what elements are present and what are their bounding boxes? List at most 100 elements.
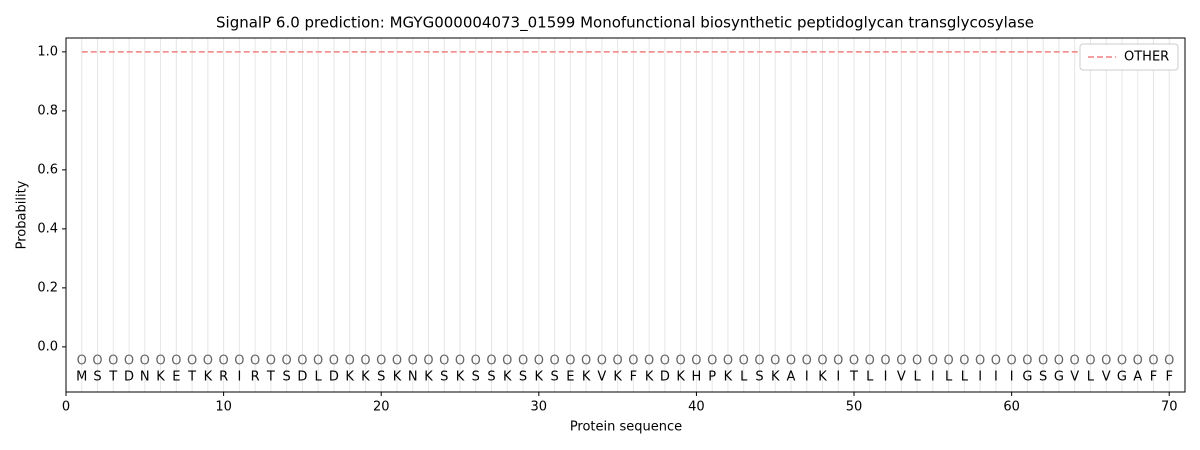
predicted-label: O — [880, 353, 890, 368]
predicted-label: O — [297, 353, 307, 368]
predicted-label: O — [1101, 353, 1111, 368]
residue: L — [866, 369, 874, 384]
y-tick-label: 0.4 — [37, 221, 58, 236]
residue: K — [361, 369, 370, 384]
residue: E — [566, 369, 574, 384]
y-tick-label: 0.8 — [37, 103, 58, 118]
residue: K — [613, 369, 622, 384]
residue: D — [329, 369, 339, 384]
residue: L — [740, 369, 748, 384]
predicted-label: O — [203, 353, 213, 368]
predicted-label: O — [1070, 353, 1080, 368]
residue: S — [487, 369, 495, 384]
predicted-label: O — [707, 353, 717, 368]
residue: P — [708, 369, 716, 384]
predicted-label: O — [928, 353, 938, 368]
predicted-label: O — [896, 353, 906, 368]
residue: K — [582, 369, 591, 384]
predicted-label: O — [691, 353, 701, 368]
predicted-label: O — [140, 353, 150, 368]
predicted-label: O — [108, 353, 118, 368]
residue: I — [884, 369, 888, 384]
residue: K — [724, 369, 733, 384]
predicted-label: O — [408, 353, 418, 368]
x-tick-label: 70 — [1161, 400, 1178, 415]
predicted-label: O — [786, 353, 796, 368]
residue: S — [93, 369, 101, 384]
x-tick-label: 50 — [846, 400, 863, 415]
predicted-label: O — [155, 353, 165, 368]
residue: D — [297, 369, 307, 384]
predicted-label: O — [565, 353, 575, 368]
residue: T — [266, 369, 275, 384]
predicted-label: O — [439, 353, 449, 368]
predicted-label: O — [518, 353, 528, 368]
residue: K — [204, 369, 213, 384]
y-tick-label: 0.2 — [37, 280, 58, 295]
residue: V — [597, 369, 606, 384]
residue: N — [140, 369, 150, 384]
predicted-label: O — [376, 353, 386, 368]
residue: G — [1054, 369, 1064, 384]
predicted-label: O — [959, 353, 969, 368]
predicted-label: O — [975, 353, 985, 368]
predicted-label: O — [392, 353, 402, 368]
legend-box — [1079, 43, 1179, 71]
predicted-label: O — [802, 353, 812, 368]
predicted-label: O — [833, 353, 843, 368]
predicted-label: O — [345, 353, 355, 368]
x-tick-label: 20 — [373, 400, 390, 415]
residue: K — [818, 369, 827, 384]
predicted-label: O — [1038, 353, 1048, 368]
residue: M — [76, 369, 87, 384]
residue: K — [345, 369, 354, 384]
residue: L — [913, 369, 921, 384]
y-tick-label: 0.6 — [37, 162, 58, 177]
residue: F — [1150, 369, 1157, 384]
predicted-label: O — [1133, 353, 1143, 368]
residue: T — [108, 369, 117, 384]
predicted-label: O — [943, 353, 953, 368]
predicted-label: O — [991, 353, 1001, 368]
residue: K — [156, 369, 165, 384]
residue: I — [805, 369, 809, 384]
predicted-label: O — [486, 353, 496, 368]
residue: L — [945, 369, 953, 384]
residue: K — [424, 369, 433, 384]
predicted-label: O — [266, 353, 276, 368]
residue: V — [1102, 369, 1111, 384]
predicted-label: O — [1007, 353, 1017, 368]
residue: R — [219, 369, 228, 384]
predicted-label: O — [502, 353, 512, 368]
residue: L — [315, 369, 323, 384]
predicted-label: O — [124, 353, 134, 368]
predicted-label: O — [865, 353, 875, 368]
residue: G — [1022, 369, 1032, 384]
x-tick-label: 0 — [62, 400, 70, 415]
residue: K — [456, 369, 465, 384]
residue: E — [172, 369, 180, 384]
predicted-label: O — [423, 353, 433, 368]
residue: T — [849, 369, 858, 384]
chart-title: SignalP 6.0 prediction: MGYG000004073_01… — [216, 14, 1034, 33]
residue: N — [408, 369, 418, 384]
residue: T — [187, 369, 196, 384]
predicted-label: O — [817, 353, 827, 368]
predicted-label: O — [754, 353, 764, 368]
y-tick-label: 0.0 — [37, 339, 58, 354]
predicted-label: O — [613, 353, 623, 368]
x-axis-label: Protein sequence — [570, 420, 682, 435]
residue: K — [535, 369, 544, 384]
residue: F — [1165, 369, 1172, 384]
predicted-label: O — [1022, 353, 1032, 368]
residue: L — [961, 369, 969, 384]
predicted-label: O — [739, 353, 749, 368]
residue: S — [472, 369, 480, 384]
y-tick-label: 1.0 — [37, 44, 58, 59]
residue: S — [1039, 369, 1047, 384]
x-tick-label: 60 — [1003, 400, 1020, 415]
predicted-label: O — [660, 353, 670, 368]
residue: H — [692, 369, 702, 384]
residue: I — [931, 369, 935, 384]
